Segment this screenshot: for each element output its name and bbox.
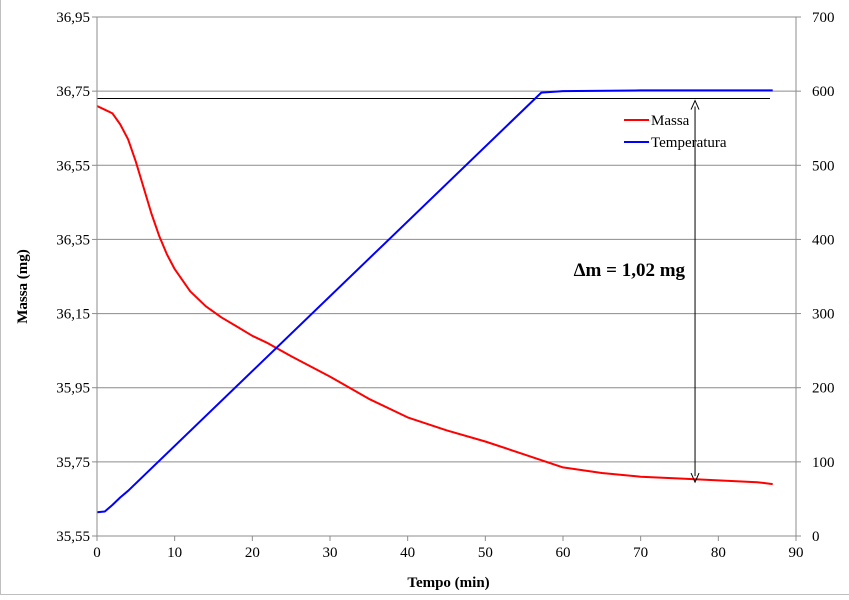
y-right-tick-label: 0 [812,529,820,545]
x-tick-label: 80 [711,545,726,561]
y-left-tick-label: 36,15 [56,307,90,323]
axes: 0 10 20 30 40 50 60 70 80 90 35,55 35,75 35,95 36,15 3… [56,10,834,561]
y-left-tick-label: 35,75 [56,455,90,471]
y-right-tick-label: 400 [812,232,835,248]
y-right-tick-label: 300 [812,307,835,323]
axis-titles: Tempo (min)Massa (mg)Temperatura (ºC) [15,230,849,591]
legend: Massa Temperatura [624,113,727,151]
y-right-tick-label: 500 [812,158,835,174]
y-right-tick-label: 700 [812,10,835,26]
delta-mass-label: Δm = 1,02 mg [574,260,686,281]
x-tick-label: 20 [245,545,260,561]
y-left-tick-label: 36,95 [56,10,90,26]
x-tick-label: 40 [400,545,415,561]
gridlines [97,16,796,463]
delta-mass-annotation: Δm = 1,02 mg [574,99,700,484]
y-right-tick-label: 600 [812,84,835,100]
y-left-tick-label: 35,95 [56,381,90,397]
series-line-temperatura [96,89,773,514]
legend-label-temperatura: Temperatura [651,135,727,151]
x-tick-label: 90 [789,545,804,561]
x-tick-label: 30 [323,545,338,561]
y-left-tick-label: 35,55 [56,529,90,545]
x-tick-label: 10 [167,545,182,561]
y-left-tick-label: 36,35 [56,232,90,248]
y-right-tick-label: 100 [812,455,835,471]
legend-label-massa: Massa [651,113,690,129]
x-tick-label: 50 [478,545,493,561]
delta-arrow-head-top [690,99,700,110]
y-axis-left-title: Massa (mg) [15,249,31,324]
delta-arrow-head-bottom [690,472,700,484]
series-lines [96,89,773,514]
y-right-tick-label: 200 [812,381,835,397]
x-tick-label: 0 [93,545,101,561]
x-axis-title: Tempo (min) [407,575,489,591]
x-tick-label: 60 [556,545,571,561]
y-left-tick-label: 36,75 [56,84,90,100]
series-line-massa [96,105,773,486]
x-tick-label: 70 [633,545,648,561]
y-left-tick-label: 36,55 [56,158,90,174]
